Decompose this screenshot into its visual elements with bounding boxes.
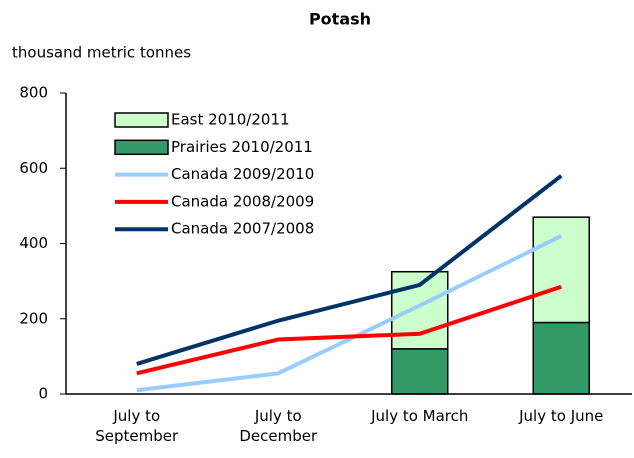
bar: [532, 321, 590, 395]
line: [136, 174, 563, 366]
legend-swatch: [114, 112, 169, 128]
legend-label: Canada 2008/2009: [171, 192, 314, 210]
bar: [532, 216, 590, 324]
line: [136, 284, 562, 376]
line: [136, 234, 563, 393]
x-tick-label: July to March: [371, 407, 469, 425]
y-tick-label: 0: [38, 385, 48, 403]
y-tick-label: 600: [19, 159, 48, 177]
y-tick-label: 400: [19, 234, 48, 252]
legend-label: Canada 2009/2010: [171, 165, 314, 183]
y-axis-label: thousand metric tonnes: [12, 44, 191, 62]
chart-title: Potash: [309, 10, 371, 29]
legend-label: East 2010/2011: [171, 111, 290, 129]
legend-swatch: [114, 139, 169, 156]
x-tick-label: July to September: [95, 407, 179, 445]
x-tick-label: July to June: [519, 407, 604, 425]
y-tick-label: 800: [19, 84, 48, 102]
y-tick-label: 200: [19, 309, 48, 327]
bar: [391, 348, 449, 395]
x-tick-label: July to December: [239, 407, 318, 445]
legend-label: Prairies 2010/2011: [171, 138, 313, 156]
legend-label: Canada 2007/2008: [171, 220, 314, 238]
